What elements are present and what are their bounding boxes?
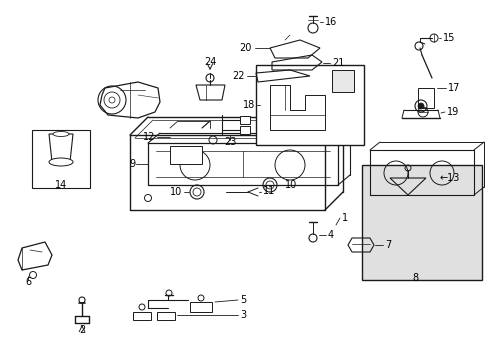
Bar xyxy=(170,146,202,164)
Text: 10: 10 xyxy=(169,187,182,197)
Text: 3: 3 xyxy=(240,310,245,320)
Text: 20: 20 xyxy=(239,43,251,53)
Text: 1: 1 xyxy=(341,213,347,223)
Text: 21: 21 xyxy=(331,58,344,68)
Ellipse shape xyxy=(49,158,73,166)
Bar xyxy=(32,130,90,188)
Text: 8: 8 xyxy=(411,273,417,283)
Text: 15: 15 xyxy=(442,33,454,43)
Text: 18: 18 xyxy=(242,100,254,110)
Bar xyxy=(256,65,363,145)
Text: ←13: ←13 xyxy=(439,173,459,183)
Text: 22: 22 xyxy=(232,71,244,81)
Ellipse shape xyxy=(53,131,69,136)
Text: 10: 10 xyxy=(285,180,297,190)
Text: 12: 12 xyxy=(142,132,155,142)
Bar xyxy=(190,302,212,312)
Bar xyxy=(240,116,249,124)
Polygon shape xyxy=(269,85,325,130)
Text: 6: 6 xyxy=(25,277,31,287)
Text: 24: 24 xyxy=(203,57,216,67)
Bar xyxy=(417,88,433,108)
Text: 4: 4 xyxy=(327,230,333,240)
Text: 14: 14 xyxy=(55,180,67,190)
Text: 7: 7 xyxy=(384,240,390,250)
Bar xyxy=(240,126,249,134)
Circle shape xyxy=(417,103,423,109)
Text: 11: 11 xyxy=(263,186,275,196)
Text: 17: 17 xyxy=(447,83,459,93)
Text: 23: 23 xyxy=(224,137,236,147)
Text: 19: 19 xyxy=(446,107,458,117)
Bar xyxy=(133,312,151,320)
Bar xyxy=(157,312,175,320)
Bar xyxy=(331,70,353,92)
Text: 2: 2 xyxy=(79,325,85,335)
Text: 9: 9 xyxy=(129,159,135,169)
Text: 16: 16 xyxy=(325,17,337,27)
Polygon shape xyxy=(49,134,73,162)
Bar xyxy=(361,165,481,280)
Text: 5: 5 xyxy=(240,295,246,305)
